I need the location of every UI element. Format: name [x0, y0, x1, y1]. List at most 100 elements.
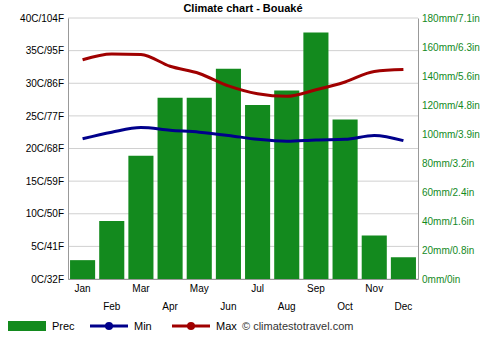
- tick-label: Aug: [278, 301, 296, 312]
- tick-label: May: [190, 283, 209, 294]
- tick-label: 100mm/3.9in: [422, 129, 480, 140]
- tick-label: 15C/59F: [26, 176, 64, 187]
- tick: 20C/68F: [26, 143, 68, 154]
- tick: 60mm/2.4in: [418, 187, 474, 198]
- tick-label: 60mm/2.4in: [422, 187, 474, 198]
- tick: 180mm/7.1in: [418, 13, 480, 24]
- tick-label: Dec: [395, 301, 413, 312]
- bar: [187, 98, 212, 279]
- tick-label: 5C/41F: [31, 241, 64, 252]
- tick-label: 30C/86F: [26, 78, 64, 89]
- legend-label: Prec: [52, 320, 75, 332]
- tick: 120mm/4.8in: [418, 100, 480, 111]
- bar: [245, 105, 270, 279]
- tick-label: 10C/50F: [26, 208, 64, 219]
- tick: 40mm/1.6in: [418, 216, 474, 227]
- axis-line: [418, 19, 419, 280]
- tick-label: 25C/77F: [26, 111, 64, 122]
- legend-swatch: [8, 321, 46, 331]
- bar: [362, 236, 387, 280]
- tick-label: 120mm/4.8in: [422, 100, 480, 111]
- tick: 15C/59F: [26, 176, 68, 187]
- tick: 0C/32F: [31, 274, 68, 285]
- tick: Dec: [395, 279, 413, 312]
- tick: Apr: [162, 279, 178, 312]
- tick-label: 80mm/3.2in: [422, 158, 474, 169]
- tick-label: 180mm/7.1in: [422, 13, 480, 24]
- tick: 5C/41F: [31, 241, 68, 252]
- tick-label: Nov: [365, 283, 383, 294]
- marks: [70, 33, 416, 280]
- tick-label: Jun: [220, 301, 236, 312]
- legend-label: Min: [134, 320, 152, 332]
- tick: 80mm/3.2in: [418, 158, 474, 169]
- legend-item: Min: [90, 320, 152, 332]
- grid-line: [68, 148, 418, 149]
- legend-marker: [187, 322, 195, 330]
- bar: [391, 257, 416, 279]
- tick: Jul: [251, 279, 264, 294]
- grid-line: [68, 50, 418, 51]
- tick-label: Jul: [251, 283, 264, 294]
- bars: [70, 33, 416, 280]
- legend-item: Prec: [8, 320, 75, 332]
- bar: [99, 221, 124, 279]
- title: Climate chart - Bouaké: [183, 2, 302, 14]
- axis-line: [69, 279, 419, 280]
- line: [83, 54, 404, 96]
- tick: Oct: [337, 279, 353, 312]
- tick-label: 20mm/0.8in: [422, 245, 474, 256]
- legend-label: Max: [216, 320, 237, 332]
- tick-label: Apr: [162, 301, 178, 312]
- tick: 35C/95F: [26, 45, 68, 56]
- tick-label: 40C/104F: [20, 13, 64, 24]
- grid-line: [68, 181, 418, 182]
- tick-label: 0C/32F: [31, 274, 64, 285]
- tick-label: 40mm/1.6in: [422, 216, 474, 227]
- y2-axis: 0mm/0in 20mm/0.8in 40mm/1.6in 60mm/2.4in 80m…: [418, 13, 480, 285]
- y-axis: 0C/32F 5C/41F 10C/50F 15C/59F 20C/68F 25C/77F…: [20, 13, 68, 285]
- tick: 100mm/3.9in: [418, 129, 480, 140]
- tick: 0mm/0in: [418, 274, 460, 285]
- tick-label: 35C/95F: [26, 45, 64, 56]
- tick-label: 0mm/0in: [422, 274, 460, 285]
- plot-area: Jan Feb Mar Apr May Jun Jul Aug Sep Oct Nov Dec 0C/3…: [20, 13, 480, 312]
- tick-label: Sep: [307, 283, 325, 294]
- bar: [70, 260, 95, 279]
- bar: [128, 156, 153, 279]
- tick: May: [190, 279, 209, 294]
- bar: [333, 120, 358, 280]
- tick: 40C/104F: [20, 13, 68, 24]
- grid: [68, 18, 418, 279]
- tick: 25C/77F: [26, 111, 68, 122]
- tick-label: Mar: [132, 283, 150, 294]
- tick: Nov: [365, 279, 383, 294]
- bar: [303, 33, 328, 280]
- grid-line: [68, 115, 418, 116]
- tick: Mar: [132, 279, 150, 294]
- tick-label: Feb: [103, 301, 121, 312]
- annotation: © climatestotravel.com: [242, 320, 353, 332]
- line: [83, 128, 404, 142]
- tick: Sep: [307, 279, 325, 294]
- tick: 30C/86F: [26, 78, 68, 89]
- legend: Prec Min Max © climatestotravel.com: [8, 320, 353, 332]
- tick-label: 20C/68F: [26, 143, 64, 154]
- tick-label: 140mm/5.6in: [422, 71, 480, 82]
- grid-line: [68, 213, 418, 214]
- tick: Feb: [103, 279, 121, 312]
- grid-line: [68, 83, 418, 84]
- axis-line: [68, 19, 69, 280]
- x-axis: Jan Feb Mar Apr May Jun Jul Aug Sep Oct Nov Dec: [69, 279, 419, 312]
- tick: 140mm/5.6in: [418, 71, 480, 82]
- legend-marker: [105, 322, 113, 330]
- tick: 10C/50F: [26, 208, 68, 219]
- grid-line: [68, 18, 418, 19]
- tick-label: Jan: [75, 283, 91, 294]
- tick-label: 160mm/6.3in: [422, 42, 480, 53]
- tick-label: Oct: [337, 301, 353, 312]
- bar: [274, 91, 299, 280]
- tick: Jan: [75, 279, 91, 294]
- tick: Jun: [220, 279, 236, 312]
- bar: [216, 69, 241, 279]
